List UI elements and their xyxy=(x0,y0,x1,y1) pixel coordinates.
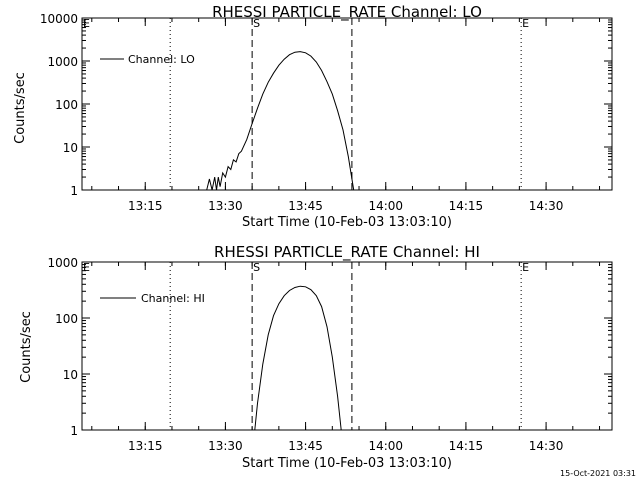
y-tick-label-lo: 1 xyxy=(70,184,78,198)
x-tick-label-lo: 13:15 xyxy=(128,199,163,213)
x-tick-label-hi: 14:15 xyxy=(449,439,484,453)
y-axis-label-lo: Counts/sec xyxy=(13,72,28,144)
x-tick-label-lo: 13:30 xyxy=(208,199,243,213)
x-tick-label-hi: 13:15 xyxy=(128,439,163,453)
x-axis-label-lo: Start Time (10-Feb-03 13:03:10) xyxy=(242,215,452,230)
x-tick-label-lo: 14:15 xyxy=(449,199,484,213)
x-tick-label-hi: 14:30 xyxy=(529,439,564,453)
chart-title-lo: RHESSI PARTICLE_RATE Channel: LO xyxy=(212,3,482,22)
marker-label-lo: E xyxy=(83,17,90,30)
x-tick-label-lo: 13:45 xyxy=(288,199,323,213)
marker-label-lo: S xyxy=(253,17,260,30)
timestamp-label: 15-Oct-2021 03:31 xyxy=(560,469,636,478)
y-tick-label-lo: 1000 xyxy=(47,55,78,69)
marker-label-hi: S xyxy=(253,261,260,274)
marker-label-hi: E xyxy=(522,261,529,274)
x-tick-label-hi: 13:30 xyxy=(208,439,243,453)
series-line-lo xyxy=(206,51,355,191)
x-axis-label-hi: Start Time (10-Feb-03 13:03:10) xyxy=(242,456,452,471)
y-tick-label-lo: 100 xyxy=(55,98,78,112)
y-axis-label-hi: Counts/sec xyxy=(19,311,34,383)
y-tick-label-hi: 1 xyxy=(70,424,78,438)
legend-label-hi: Channel: HI xyxy=(141,292,205,305)
y-tick-label-hi: 1000 xyxy=(47,256,78,270)
y-tick-label-lo: 10 xyxy=(63,141,78,155)
y-tick-label-lo: 10000 xyxy=(40,12,78,26)
marker-label-lo: E xyxy=(522,17,529,30)
chart-title-hi: RHESSI PARTICLE_RATE Channel: HI xyxy=(214,243,480,262)
marker-label-hi: E xyxy=(83,261,90,274)
x-tick-label-hi: 14:00 xyxy=(368,439,403,453)
y-tick-label-hi: 100 xyxy=(55,312,78,326)
legend-label-lo: Channel: LO xyxy=(128,53,195,66)
series-line-hi xyxy=(254,285,342,431)
x-tick-label-hi: 13:45 xyxy=(288,439,323,453)
x-tick-label-lo: 14:30 xyxy=(529,199,564,213)
y-tick-label-hi: 10 xyxy=(63,368,78,382)
x-tick-label-lo: 14:00 xyxy=(368,199,403,213)
